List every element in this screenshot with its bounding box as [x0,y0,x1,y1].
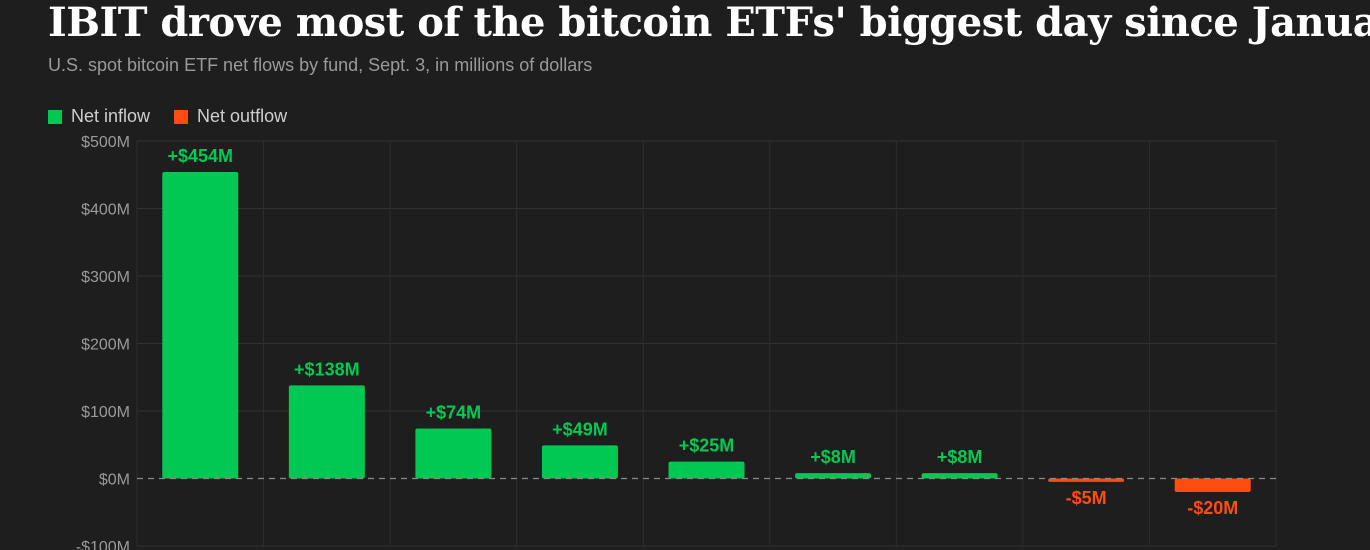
chart-title: IBIT drove most of the bitcoin ETFs' big… [48,0,1370,46]
y-tick-label: $300M [81,269,130,286]
bar [288,385,365,479]
legend-swatch-inflow [48,109,62,124]
bar-value-label: +$49M [552,419,608,439]
legend-label-inflow: Net inflow [71,106,151,126]
bar [162,172,239,479]
y-tick-label: $0M [99,472,130,489]
bar-value-label: +$138M [294,359,360,379]
legend: Net inflow Net outflow [48,106,287,127]
legend-item-outflow: Net outflow [174,106,287,127]
y-tick-label: $100M [81,404,130,421]
bar-value-label: +$25M [679,436,735,456]
bar [921,473,998,479]
bar-value-label: +$8M [937,447,983,467]
y-tick-label: -$100M [76,539,130,550]
bar [541,445,618,479]
bar [795,473,872,479]
bar [1048,478,1125,482]
legend-label-outflow: Net outflow [197,106,288,126]
legend-swatch-outflow [174,109,189,124]
y-tick-label: $500M [81,134,130,151]
y-tick-label: $200M [81,337,130,354]
bar [668,461,745,479]
bar-value-label: +$8M [810,447,856,467]
legend-item-inflow: Net inflow [48,106,150,127]
y-tick-label: $400M [81,202,130,219]
chart-subtitle: U.S. spot bitcoin ETF net flows by fund,… [48,55,593,75]
bar [1174,478,1251,492]
bar [415,428,492,479]
bar-value-label: +$454M [167,146,233,166]
bar-value-label: +$74M [426,403,482,423]
bar-value-label: -$5M [1066,488,1107,508]
bar-value-label: -$20M [1187,498,1238,518]
